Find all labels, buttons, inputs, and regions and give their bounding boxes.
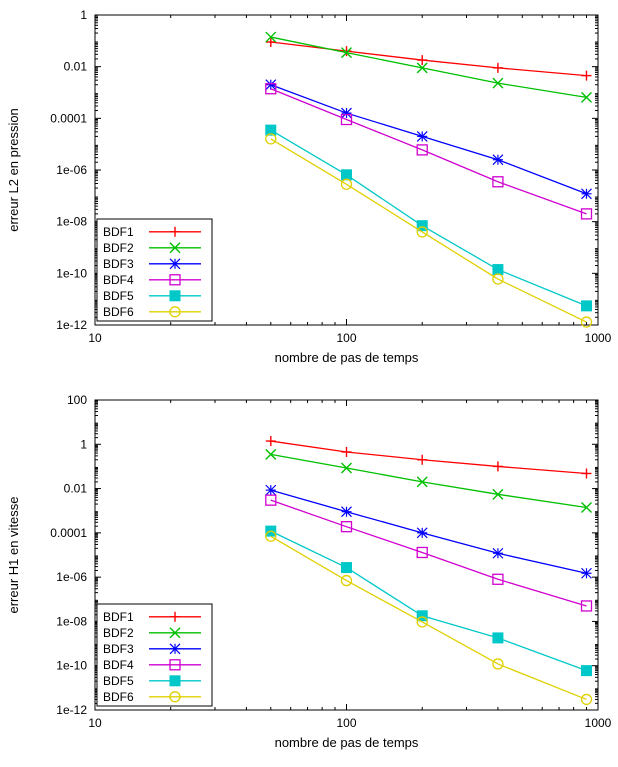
svg-text:1e-10: 1e-10 bbox=[56, 659, 87, 673]
svg-text:0.01: 0.01 bbox=[64, 482, 88, 496]
svg-text:0.01: 0.01 bbox=[64, 60, 88, 74]
svg-text:100: 100 bbox=[336, 716, 356, 730]
chart-velocity-svg: 10 100 1000 1e-12 1e-10 1e-08 1e-06 0.0001 0.01 1… bbox=[0, 385, 618, 755]
svg-text:10: 10 bbox=[88, 331, 102, 345]
svg-text:10: 10 bbox=[88, 716, 102, 730]
svg-text:BDF3: BDF3 bbox=[103, 257, 134, 271]
chart-pressure-svg: 10 100 1000 1e-12 1e-10 1e-08 1e-06 0.0001 0.01 1… bbox=[0, 0, 618, 370]
svg-text:1: 1 bbox=[80, 8, 87, 22]
svg-text:BDF6: BDF6 bbox=[103, 305, 134, 319]
svg-text:BDF1: BDF1 bbox=[103, 610, 134, 624]
svg-text:nombre de pas de temps: nombre de pas de temps bbox=[275, 350, 419, 365]
svg-text:BDF5: BDF5 bbox=[103, 289, 134, 303]
svg-text:BDF2: BDF2 bbox=[103, 626, 134, 640]
svg-text:1: 1 bbox=[80, 437, 87, 451]
svg-text:1e-08: 1e-08 bbox=[56, 614, 87, 628]
svg-text:nombre de pas de temps: nombre de pas de temps bbox=[275, 735, 419, 750]
svg-text:BDF5: BDF5 bbox=[103, 674, 134, 688]
page: 10 100 1000 1e-12 1e-10 1e-08 1e-06 0.0001 0.01 1… bbox=[0, 0, 618, 767]
svg-text:1e-06: 1e-06 bbox=[56, 163, 87, 177]
svg-text:BDF3: BDF3 bbox=[103, 642, 134, 656]
svg-text:100: 100 bbox=[67, 393, 87, 407]
svg-text:BDF6: BDF6 bbox=[103, 690, 134, 704]
svg-text:BDF4: BDF4 bbox=[103, 658, 134, 672]
svg-text:0.0001: 0.0001 bbox=[50, 111, 87, 125]
svg-text:1e-12: 1e-12 bbox=[56, 318, 87, 332]
svg-text:BDF4: BDF4 bbox=[103, 273, 134, 287]
svg-text:1e-12: 1e-12 bbox=[56, 703, 87, 717]
svg-text:erreur L2 en pression: erreur L2 en pression bbox=[6, 108, 21, 232]
chart-pressure: 10 100 1000 1e-12 1e-10 1e-08 1e-06 0.0001 0.01 1… bbox=[0, 0, 618, 370]
svg-text:BDF2: BDF2 bbox=[103, 241, 134, 255]
svg-text:1000: 1000 bbox=[585, 716, 612, 730]
svg-text:1e-06: 1e-06 bbox=[56, 570, 87, 584]
svg-text:0.0001: 0.0001 bbox=[50, 526, 87, 540]
svg-text:erreur H1 en vitesse: erreur H1 en vitesse bbox=[6, 496, 21, 613]
svg-text:1e-08: 1e-08 bbox=[56, 215, 87, 229]
svg-text:1e-10: 1e-10 bbox=[56, 266, 87, 280]
svg-text:1000: 1000 bbox=[585, 331, 612, 345]
svg-text:100: 100 bbox=[336, 331, 356, 345]
chart-velocity: 10 100 1000 1e-12 1e-10 1e-08 1e-06 0.0001 0.01 1… bbox=[0, 385, 618, 755]
svg-text:BDF1: BDF1 bbox=[103, 225, 134, 239]
